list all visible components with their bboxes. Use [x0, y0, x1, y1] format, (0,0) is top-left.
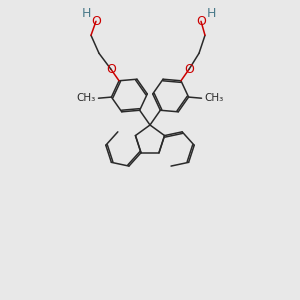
Text: O: O [184, 63, 194, 76]
Text: H: H [206, 7, 216, 20]
Text: O: O [196, 15, 206, 28]
Text: CH₃: CH₃ [76, 93, 95, 103]
Text: O: O [91, 15, 101, 28]
Text: CH₃: CH₃ [205, 93, 224, 103]
Text: H: H [81, 7, 91, 20]
Text: O: O [106, 63, 116, 76]
